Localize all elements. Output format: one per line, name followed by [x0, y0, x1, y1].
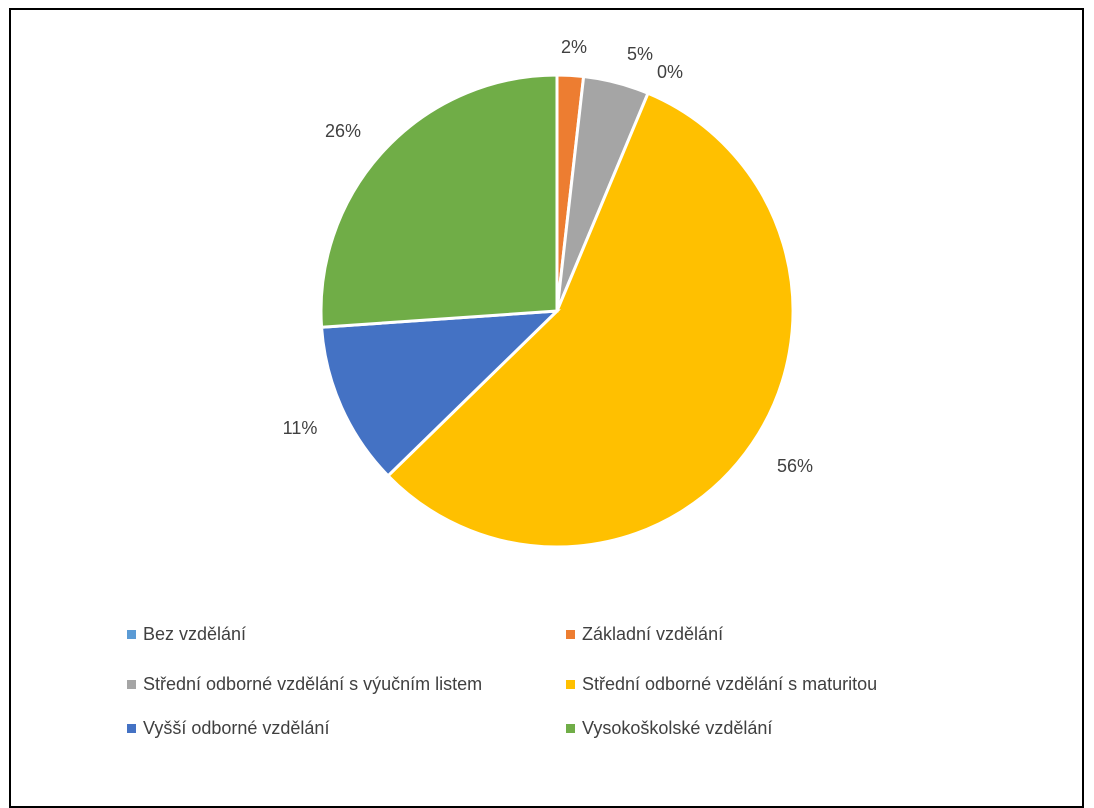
pie-slice	[319, 73, 559, 329]
data-label: 26%	[325, 121, 361, 141]
pie-slice	[319, 309, 561, 478]
data-label: 11%	[283, 418, 318, 438]
data-label: 5%	[627, 44, 653, 64]
data-label: 2%	[561, 37, 587, 57]
data-label: 56%	[777, 456, 813, 476]
pie-slice	[385, 91, 795, 549]
pie-chart: 0% 2% 5% 56% 11% 26%	[283, 37, 813, 549]
data-label: 0%	[657, 62, 683, 82]
